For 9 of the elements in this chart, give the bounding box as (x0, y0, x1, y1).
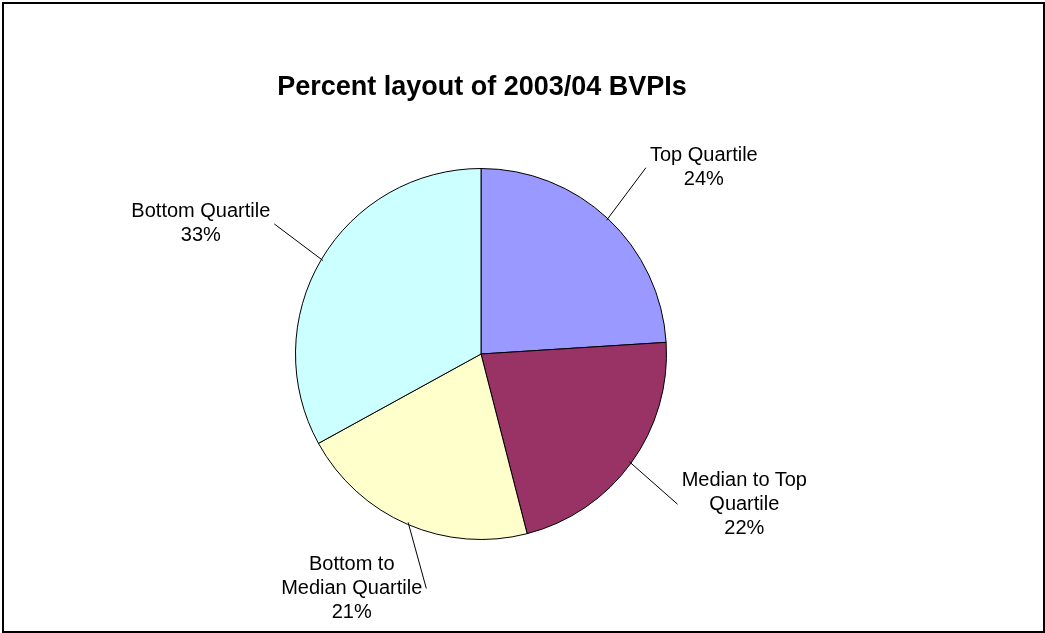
slice-label: Median to Top Quartile (681, 467, 807, 514)
data-label: 22% (724, 515, 765, 538)
chart-title: Percent layout of 2003/04 BVPIs (277, 71, 687, 102)
data-label: 21% (331, 600, 372, 622)
data-label: 33% (180, 223, 222, 246)
slice-label: Bottom to Median Quartile (281, 552, 423, 598)
data-label: 24% (683, 167, 725, 190)
slice-label: Bottom Quartile (131, 199, 271, 222)
slice-label: Top Quartile (649, 143, 758, 166)
